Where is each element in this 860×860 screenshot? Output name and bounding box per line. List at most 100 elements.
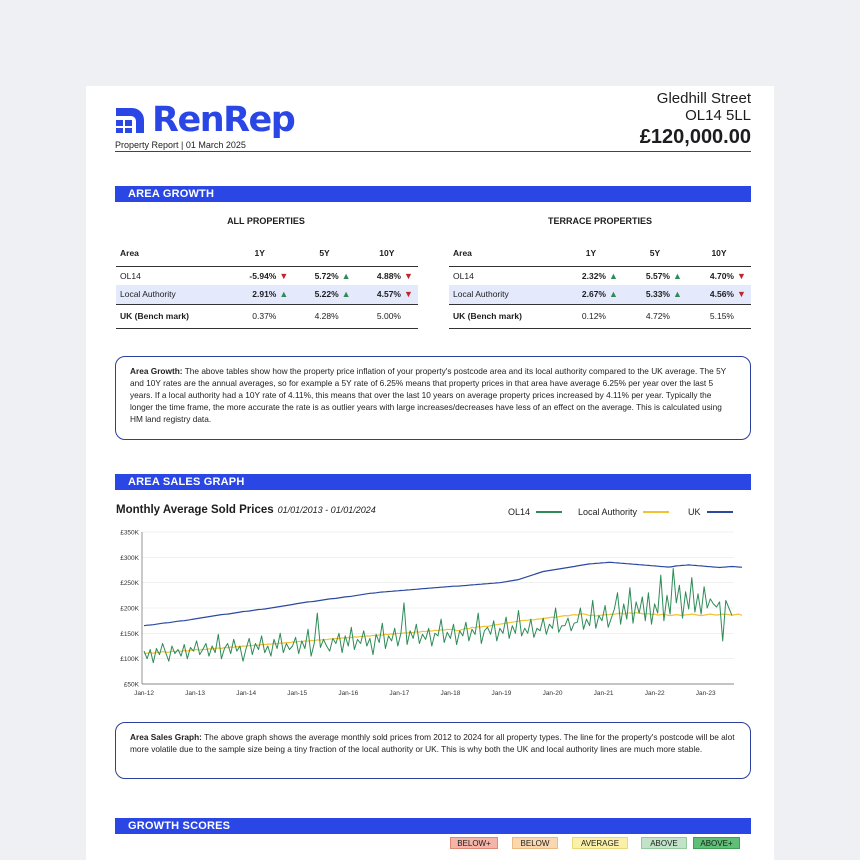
benchmark-1y: 0.12% xyxy=(559,303,609,329)
growth-scores-banner: GROWTH SCORES xyxy=(115,818,751,834)
property-address: Gledhill Street OL14 5LL £120,000.00 xyxy=(640,90,751,150)
x-tick-label: Jan-22 xyxy=(645,690,665,697)
x-tick-label: Jan-23 xyxy=(696,690,716,697)
area-sales-graph-note-text: The above graph shows the average monthl… xyxy=(130,732,735,754)
x-tick-label: Jan-16 xyxy=(338,690,358,697)
x-tick-label: Jan-21 xyxy=(594,690,614,697)
x-tick-label: Jan-12 xyxy=(134,690,154,697)
row-area: OL14 xyxy=(120,270,141,281)
value-5y: 5.22% xyxy=(293,285,342,304)
up-tree-icon: ▲ xyxy=(279,289,289,300)
x-tick-label: Jan-18 xyxy=(440,690,460,697)
monthly-sold-prices-chart: £50K £100K £150K £200K £250K £300K £350K Jan-12… xyxy=(120,530,742,697)
y-tick-label: £250K xyxy=(120,580,139,587)
row-area: OL14 xyxy=(453,270,474,281)
value-5y: 5.72% xyxy=(314,270,339,281)
badge-above: ABOVE xyxy=(641,837,687,849)
series-line-local-authority xyxy=(143,612,742,655)
y-tick-label: £100K xyxy=(120,656,139,663)
table-header-row: Area 1Y 5Y 10Y xyxy=(449,240,751,267)
badge-above-plus: ABOVE+ xyxy=(693,837,740,849)
legend-local-authority-label: Local Authority xyxy=(578,507,638,517)
badge-below: BELOW xyxy=(512,837,558,849)
row-area: Local Authority xyxy=(116,285,226,304)
legend-uk: UK xyxy=(688,507,733,517)
col-5y: 5Y xyxy=(293,240,356,267)
col-10y: 10Y xyxy=(687,240,751,267)
value-10y: 4.70% xyxy=(709,270,734,281)
value-1y: -5.94% xyxy=(249,270,277,281)
col-area: Area xyxy=(449,240,559,267)
table-row: OL14 -5.94% ▼ 5.72% ▲ 4.88% ▼ xyxy=(116,266,418,285)
up-tree-icon: ▲ xyxy=(673,289,682,300)
table-row: Local Authority 2.91% ▲ 5.22% ▲ 4.57% ▼ xyxy=(116,285,418,304)
value-10y: 4.57% xyxy=(355,285,404,304)
col-1y: 1Y xyxy=(226,240,294,267)
x-tick-label: Jan-15 xyxy=(287,690,307,697)
series-line-uk xyxy=(143,561,742,627)
value-10y: 4.88% xyxy=(376,270,401,281)
area-growth-note: Area Growth: The above tables show how t… xyxy=(115,356,751,440)
y-tick-label: £50K xyxy=(124,682,140,689)
area-growth-note-text: The above tables show how the property p… xyxy=(130,366,727,424)
property-price: £120,000.00 xyxy=(639,126,751,148)
up-tree-icon: ▲ xyxy=(341,270,351,281)
benchmark-5y: 4.28% xyxy=(293,303,342,329)
y-tick-label: £150K xyxy=(120,631,139,638)
badge-average: AVERAGE xyxy=(572,837,628,849)
area-growth-banner: AREA GROWTH xyxy=(115,186,751,202)
legend-local-authority-swatch xyxy=(643,511,670,513)
legend-ol14-swatch xyxy=(536,511,563,513)
header-divider xyxy=(115,151,751,152)
legend-local-authority: Local Authority xyxy=(578,507,670,517)
report-page: RenRep Property Report | 01 March 2025 G… xyxy=(86,86,774,860)
value-1y: 2.67% xyxy=(559,285,609,304)
benchmark-1y: 0.37% xyxy=(226,303,280,329)
row-area: Local Authority xyxy=(449,285,559,304)
x-tick-label: Jan-19 xyxy=(492,690,512,697)
table-row: Local Authority 2.67% ▲ 5.33% ▲ 4.56% ▼ xyxy=(449,285,751,304)
area-sales-graph-note: Area Sales Graph: The above graph shows … xyxy=(115,722,751,779)
value-10y: 4.56% xyxy=(687,285,737,304)
terrace-properties-title: TERRACE PROPERTIES xyxy=(547,216,652,226)
benchmark-10y: 5.15% xyxy=(687,303,737,329)
legend-uk-swatch xyxy=(706,511,733,513)
benchmark-10y: 5.00% xyxy=(355,303,404,329)
down-arrow-icon: ▼ xyxy=(279,270,289,281)
chart-title-text: Monthly Average Sold Prices xyxy=(116,504,274,516)
value-1y: 2.32% xyxy=(581,270,606,281)
x-tick-label: Jan-13 xyxy=(185,690,205,697)
down-arrow-icon: ▼ xyxy=(737,289,746,300)
all-properties-table: Area 1Y 5Y 10Y OL14 -5.94% ▼ 5.72% ▲ 4.88% ▼ Local … xyxy=(116,240,418,329)
down-arrow-icon: ▼ xyxy=(737,270,746,281)
benchmark-row: UK (Bench mark) 0.12% 4.72% 5.15% xyxy=(449,303,751,329)
all-properties-title: ALL PROPERTIES xyxy=(227,216,305,226)
area-growth-note-lead: Area Growth: xyxy=(130,366,183,376)
benchmark-row: UK (Bench mark) 0.37% 4.28% 5.00% xyxy=(116,303,418,329)
chart-date-range: 01/01/2013 - 01/01/2024 xyxy=(277,505,376,515)
benchmark-area: UK (Bench mark) xyxy=(116,303,226,329)
value-1y: 2.91% xyxy=(226,285,280,304)
benchmark-5y: 4.72% xyxy=(623,303,673,329)
legend-uk-label: UK xyxy=(688,507,701,517)
down-arrow-icon: ▼ xyxy=(404,270,413,281)
x-tick-label: Jan-17 xyxy=(389,690,409,697)
renrep-logo: RenRep xyxy=(114,100,296,140)
street-name: Gledhill Street xyxy=(656,90,751,107)
col-area: Area xyxy=(116,240,226,267)
x-tick-label: Jan-14 xyxy=(236,690,256,697)
y-tick-label: £200K xyxy=(120,606,139,613)
y-tick-label: £300K xyxy=(120,555,139,562)
col-5y: 5Y xyxy=(623,240,687,267)
area-sales-graph-note-lead: Area Sales Graph: xyxy=(130,732,202,742)
report-subtitle: Property Report | 01 March 2025 xyxy=(115,140,246,150)
area-sales-graph-banner: AREA SALES GRAPH xyxy=(115,474,751,490)
table-row: OL14 2.32% ▲ 5.57% ▲ 4.70% ▼ xyxy=(449,266,751,285)
up-tree-icon: ▲ xyxy=(609,270,618,281)
legend-ol14-label: OL14 xyxy=(508,507,531,517)
x-tick-label: Jan-20 xyxy=(543,690,563,697)
postcode: OL14 5LL xyxy=(685,107,751,124)
up-tree-icon: ▲ xyxy=(609,289,618,300)
series-line-ol14 xyxy=(143,568,733,664)
table-header-row: Area 1Y 5Y 10Y xyxy=(116,240,418,267)
